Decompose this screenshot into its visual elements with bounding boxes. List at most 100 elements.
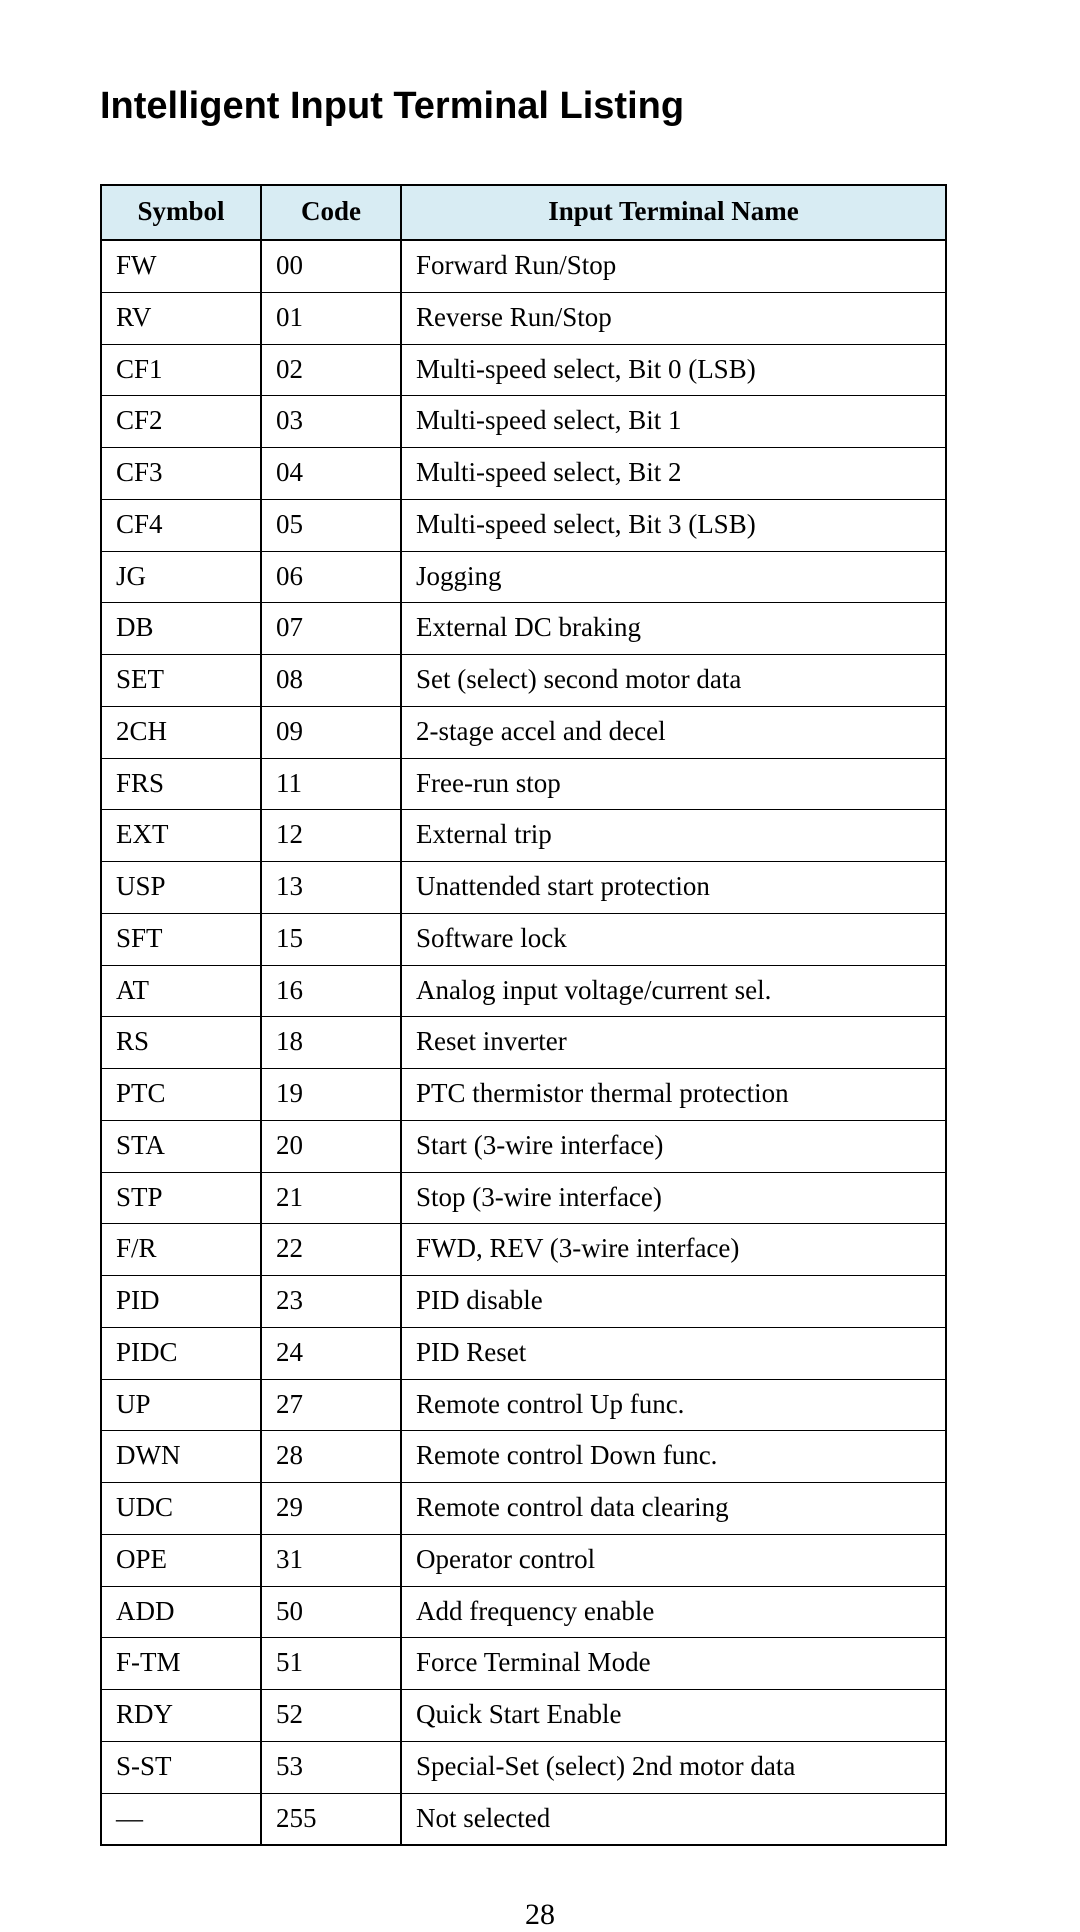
cell-name: Reverse Run/Stop	[401, 292, 946, 344]
cell-symbol: PIDC	[101, 1327, 261, 1379]
table-row: PTC19PTC thermistor thermal protection	[101, 1069, 946, 1121]
table-row: JG06Jogging	[101, 551, 946, 603]
cell-code: 255	[261, 1793, 401, 1845]
cell-name: Set (select) second motor data	[401, 655, 946, 707]
cell-symbol: CF1	[101, 344, 261, 396]
cell-name: Special-Set (select) 2nd motor data	[401, 1741, 946, 1793]
cell-symbol: PID	[101, 1276, 261, 1328]
cell-name: Multi-speed select, Bit 2	[401, 448, 946, 500]
table-row: USP13Unattended start protection	[101, 862, 946, 914]
cell-name: Software lock	[401, 913, 946, 965]
cell-symbol: RDY	[101, 1690, 261, 1742]
table-row: F/R22FWD, REV (3-wire interface)	[101, 1224, 946, 1276]
cell-symbol: UDC	[101, 1483, 261, 1535]
cell-symbol: FW	[101, 240, 261, 292]
cell-symbol: FRS	[101, 758, 261, 810]
cell-code: 06	[261, 551, 401, 603]
cell-code: 50	[261, 1586, 401, 1638]
col-header-name: Input Terminal Name	[401, 185, 946, 240]
cell-name: Add frequency enable	[401, 1586, 946, 1638]
table-row: STA20Start (3-wire interface)	[101, 1120, 946, 1172]
cell-name: PID Reset	[401, 1327, 946, 1379]
table-row: OPE31Operator control	[101, 1534, 946, 1586]
cell-name: Quick Start Enable	[401, 1690, 946, 1742]
cell-code: 20	[261, 1120, 401, 1172]
cell-code: 52	[261, 1690, 401, 1742]
table-row: SET08Set (select) second motor data	[101, 655, 946, 707]
cell-name: Jogging	[401, 551, 946, 603]
table-row: CF405Multi-speed select, Bit 3 (LSB)	[101, 499, 946, 551]
cell-name: Force Terminal Mode	[401, 1638, 946, 1690]
cell-symbol: EXT	[101, 810, 261, 862]
cell-symbol: JG	[101, 551, 261, 603]
table-row: S-ST53Special-Set (select) 2nd motor dat…	[101, 1741, 946, 1793]
cell-code: 22	[261, 1224, 401, 1276]
cell-code: 01	[261, 292, 401, 344]
table-row: —255Not selected	[101, 1793, 946, 1845]
cell-code: 04	[261, 448, 401, 500]
cell-name: Remote control data clearing	[401, 1483, 946, 1535]
table-row: STP21Stop (3-wire interface)	[101, 1172, 946, 1224]
cell-code: 16	[261, 965, 401, 1017]
cell-code: 18	[261, 1017, 401, 1069]
cell-symbol: 2CH	[101, 706, 261, 758]
cell-code: 13	[261, 862, 401, 914]
cell-symbol: DWN	[101, 1431, 261, 1483]
cell-symbol: AT	[101, 965, 261, 1017]
cell-code: 11	[261, 758, 401, 810]
table-row: SFT15Software lock	[101, 913, 946, 965]
table-row: CF203Multi-speed select, Bit 1	[101, 396, 946, 448]
table-row: ADD50Add frequency enable	[101, 1586, 946, 1638]
table-row: DB07External DC braking	[101, 603, 946, 655]
cell-name: Multi-speed select, Bit 1	[401, 396, 946, 448]
cell-code: 53	[261, 1741, 401, 1793]
cell-code: 23	[261, 1276, 401, 1328]
cell-code: 28	[261, 1431, 401, 1483]
table-row: EXT12External trip	[101, 810, 946, 862]
cell-name: External trip	[401, 810, 946, 862]
table-row: RS18Reset inverter	[101, 1017, 946, 1069]
cell-name: Analog input voltage/current sel.	[401, 965, 946, 1017]
cell-code: 31	[261, 1534, 401, 1586]
cell-code: 05	[261, 499, 401, 551]
cell-name: Multi-speed select, Bit 0 (LSB)	[401, 344, 946, 396]
cell-name: Remote control Down func.	[401, 1431, 946, 1483]
table-body: FW00Forward Run/StopRV01Reverse Run/Stop…	[101, 240, 946, 1845]
cell-code: 27	[261, 1379, 401, 1431]
cell-name: PTC thermistor thermal protection	[401, 1069, 946, 1121]
cell-code: 21	[261, 1172, 401, 1224]
cell-symbol: F/R	[101, 1224, 261, 1276]
cell-code: 15	[261, 913, 401, 965]
cell-symbol: PTC	[101, 1069, 261, 1121]
cell-name: Start (3-wire interface)	[401, 1120, 946, 1172]
table-row: RDY52Quick Start Enable	[101, 1690, 946, 1742]
cell-symbol: USP	[101, 862, 261, 914]
cell-name: Remote control Up func.	[401, 1379, 946, 1431]
col-header-code: Code	[261, 185, 401, 240]
cell-symbol: —	[101, 1793, 261, 1845]
cell-code: 29	[261, 1483, 401, 1535]
cell-symbol: STP	[101, 1172, 261, 1224]
col-header-symbol: Symbol	[101, 185, 261, 240]
cell-code: 19	[261, 1069, 401, 1121]
cell-code: 51	[261, 1638, 401, 1690]
cell-symbol: OPE	[101, 1534, 261, 1586]
cell-name: Operator control	[401, 1534, 946, 1586]
table-row: CF304Multi-speed select, Bit 2	[101, 448, 946, 500]
cell-name: Reset inverter	[401, 1017, 946, 1069]
cell-name: PID disable	[401, 1276, 946, 1328]
cell-code: 00	[261, 240, 401, 292]
cell-name: FWD, REV (3-wire interface)	[401, 1224, 946, 1276]
table-row: RV01Reverse Run/Stop	[101, 292, 946, 344]
page-title: Intelligent Input Terminal Listing	[100, 85, 980, 128]
cell-symbol: ADD	[101, 1586, 261, 1638]
cell-name: Free-run stop	[401, 758, 946, 810]
table-row: PIDC24PID Reset	[101, 1327, 946, 1379]
table-row: UDC29Remote control data clearing	[101, 1483, 946, 1535]
table-row: DWN28Remote control Down func.	[101, 1431, 946, 1483]
cell-symbol: S-ST	[101, 1741, 261, 1793]
cell-code: 08	[261, 655, 401, 707]
cell-code: 24	[261, 1327, 401, 1379]
cell-name: Multi-speed select, Bit 3 (LSB)	[401, 499, 946, 551]
cell-name: Forward Run/Stop	[401, 240, 946, 292]
